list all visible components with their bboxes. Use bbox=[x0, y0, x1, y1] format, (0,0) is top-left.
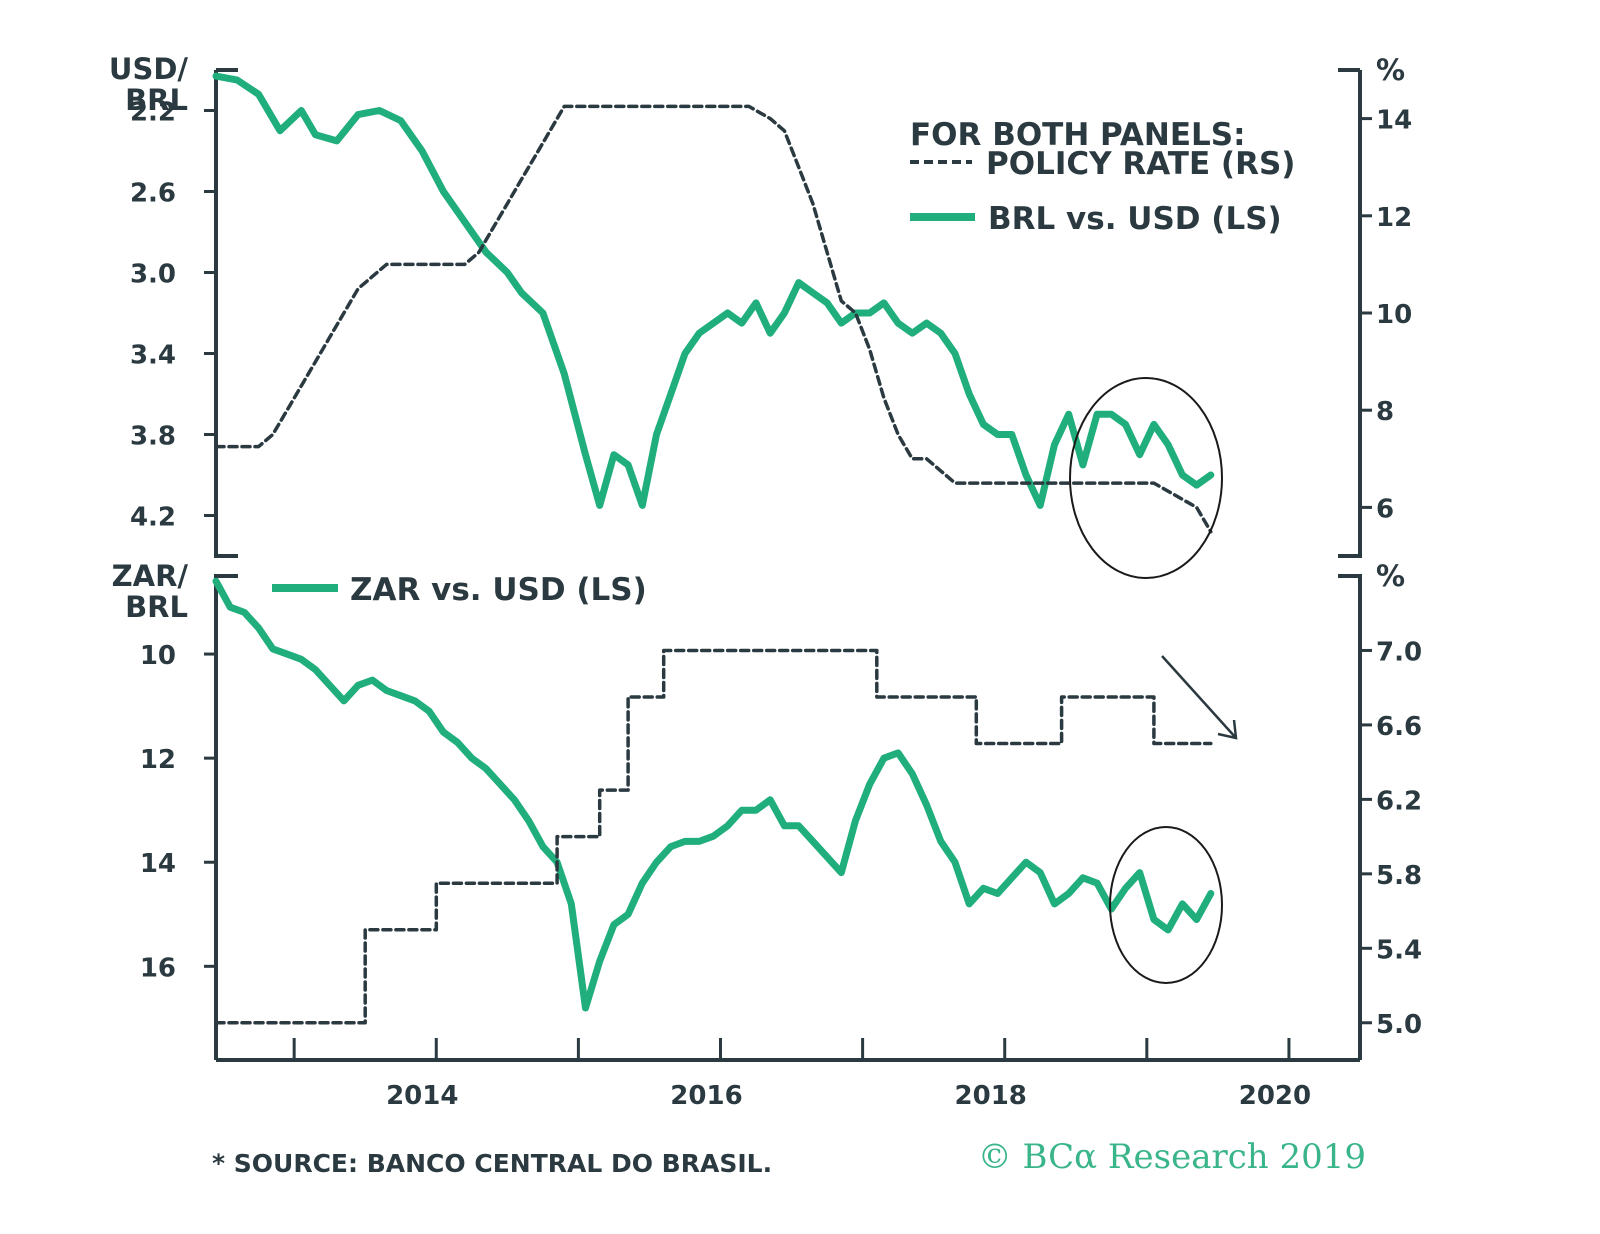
bottom-legend: ZAR vs. USD (LS) bbox=[272, 572, 647, 608]
fx-series-line bbox=[212, 577, 1215, 1012]
left-tick-label: 4.2 bbox=[130, 503, 176, 533]
fx-series-line bbox=[212, 72, 1215, 509]
left-tick-label: 3.0 bbox=[130, 260, 176, 290]
left-tick-label: 3.8 bbox=[130, 422, 176, 452]
bottom-left-axis-title-line1: ZAR/ bbox=[112, 559, 189, 593]
bottom-right-axis-title: % bbox=[1376, 559, 1405, 593]
source-note: * SOURCE: BANCO CENTRAL DO BRASIL. bbox=[212, 1149, 772, 1178]
copyright-notice: © BCα Research 2019 bbox=[978, 1137, 1366, 1177]
right-tick-label: 6.2 bbox=[1376, 786, 1422, 816]
right-tick-label: 5.4 bbox=[1376, 935, 1422, 965]
top-right-axis-title: % bbox=[1376, 53, 1405, 87]
left-tick-label: 16 bbox=[140, 953, 176, 983]
bottom-left-axis-title-line2: BRL bbox=[125, 590, 188, 624]
right-tick-label: 6.6 bbox=[1376, 712, 1422, 742]
policy-rate-line bbox=[214, 104, 1213, 534]
policy-rate-line bbox=[214, 648, 1213, 1025]
legend-zar-label: ZAR vs. USD (LS) bbox=[350, 572, 647, 608]
left-tick-label: 2.2 bbox=[130, 98, 176, 128]
left-tick-label: 10 bbox=[140, 641, 176, 671]
left-tick-label: 2.6 bbox=[130, 179, 176, 209]
top-left-axis-title-line2: BRL bbox=[125, 83, 188, 117]
right-tick-label: 7.0 bbox=[1376, 637, 1422, 667]
x-tick-label: 2016 bbox=[670, 1081, 742, 1111]
top-left-axis-title-line1: USD/ bbox=[109, 52, 189, 86]
top-legend: FOR BOTH PANELS: POLICY RATE (RS) BRL vs… bbox=[910, 117, 1295, 237]
right-tick-label: 14 bbox=[1376, 106, 1412, 136]
left-tick-label: 12 bbox=[140, 745, 176, 775]
x-tick-label: 2018 bbox=[955, 1081, 1027, 1111]
right-tick-label: 8 bbox=[1376, 397, 1394, 427]
top-highlight-ellipse bbox=[1069, 377, 1223, 579]
right-tick-label: 5.0 bbox=[1376, 1010, 1422, 1040]
tick-labels: 2.2 2.6 3.0 3.4 3.8 4.2 14 12 10 8 6 10 12 14 16 7.0 6.6… bbox=[130, 98, 1422, 1112]
right-tick-label: 5.8 bbox=[1376, 861, 1422, 891]
right-tick-label: 12 bbox=[1376, 203, 1412, 233]
down-arrow-annotation bbox=[1161, 655, 1238, 740]
tick-marks bbox=[204, 109, 1372, 1060]
series-layer bbox=[212, 72, 1215, 1025]
x-tick-label: 2014 bbox=[386, 1081, 458, 1111]
left-tick-label: 14 bbox=[140, 849, 176, 879]
x-tick-label: 2020 bbox=[1239, 1081, 1311, 1111]
legend-brl-label: BRL vs. USD (LS) bbox=[988, 201, 1282, 237]
legend-header-line2: POLICY RATE (RS) bbox=[986, 146, 1295, 182]
left-tick-label: 3.4 bbox=[130, 341, 176, 371]
right-tick-label: 6 bbox=[1376, 494, 1394, 524]
panel-gap bbox=[205, 558, 1375, 574]
legend-header-line1: FOR BOTH PANELS: bbox=[910, 117, 1246, 153]
bottom-highlight-ellipse bbox=[1109, 826, 1223, 984]
right-tick-label: 10 bbox=[1376, 300, 1412, 330]
